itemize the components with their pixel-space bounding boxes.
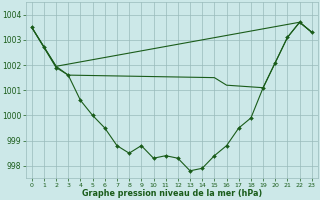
X-axis label: Graphe pression niveau de la mer (hPa): Graphe pression niveau de la mer (hPa): [82, 189, 262, 198]
